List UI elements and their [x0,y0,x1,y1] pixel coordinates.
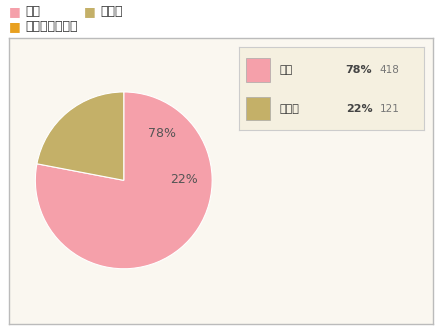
Text: はい: はい [279,65,293,75]
Text: ■: ■ [9,5,21,18]
Wedge shape [35,92,212,269]
Text: 78%: 78% [148,127,175,140]
Text: 418: 418 [380,65,400,75]
Text: 78%: 78% [346,65,372,75]
Text: いいえ: いいえ [101,5,123,18]
Text: おぼえていない: おぼえていない [26,20,78,33]
Text: いいえ: いいえ [279,104,299,114]
Bar [246,58,270,82]
Text: 22%: 22% [346,104,372,114]
Wedge shape [37,92,124,180]
Text: ■: ■ [9,20,21,33]
Text: ■: ■ [84,5,96,18]
Text: 121: 121 [380,104,400,114]
Text: 22%: 22% [170,173,198,186]
Bar [246,97,270,120]
Text: はい: はい [26,5,41,18]
